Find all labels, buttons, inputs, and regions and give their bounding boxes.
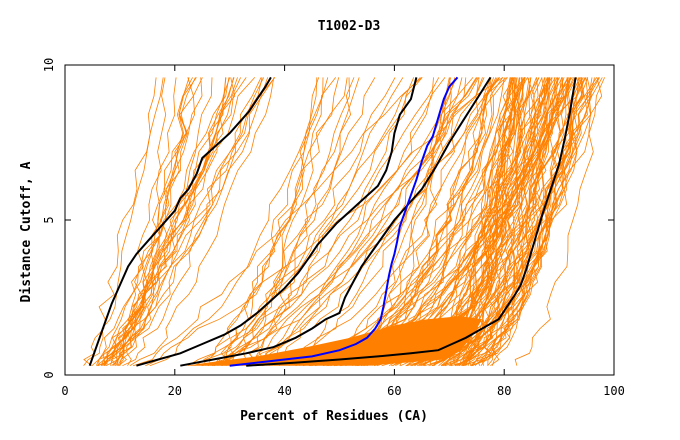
model-curve	[112, 77, 190, 366]
model-curve	[464, 77, 589, 366]
model-curve	[221, 77, 376, 366]
reference-curves	[88, 76, 577, 367]
x-tick-label: 100	[603, 384, 625, 398]
model-curve	[201, 77, 501, 367]
model-curve	[251, 77, 480, 367]
chart-title: T1002-D3	[318, 19, 381, 34]
model-curve	[103, 77, 193, 366]
model-curve	[460, 77, 563, 367]
model-curve	[514, 77, 603, 366]
reference-curve	[246, 77, 577, 367]
y-tick-label: 0	[42, 371, 56, 378]
model-curve	[462, 77, 592, 367]
model-curve	[91, 77, 230, 366]
model-curve	[83, 77, 157, 367]
model-curve	[188, 77, 474, 367]
model-curve	[96, 77, 247, 366]
reference-curve	[180, 76, 492, 367]
x-axis-label: Percent of Residues (CA)	[240, 409, 428, 424]
model-curve	[126, 77, 213, 366]
model-curve	[145, 77, 504, 367]
axis-ticks: 0 20 40 60 80 100 0 5 10	[42, 58, 625, 398]
model-curve	[241, 77, 320, 366]
reference-curve	[136, 77, 418, 367]
model-curve	[278, 77, 463, 367]
model-curve	[208, 77, 348, 366]
model-curve	[448, 77, 605, 367]
model-curve	[119, 77, 269, 366]
model-curve	[111, 77, 167, 366]
y-tick-label: 10	[42, 58, 56, 72]
model-curve	[203, 77, 340, 366]
model-curve	[221, 77, 360, 367]
model-curve	[263, 77, 446, 366]
model-curve	[117, 77, 226, 366]
model-curve	[454, 77, 569, 367]
model-curve	[132, 77, 422, 367]
model-curve	[105, 77, 231, 367]
model-curve	[212, 77, 415, 366]
model-curve	[444, 77, 584, 367]
model-curve	[262, 77, 492, 367]
model-curve	[114, 77, 197, 366]
model-curve	[249, 77, 434, 366]
model-curve	[194, 77, 396, 367]
x-tick-label: 40	[277, 384, 291, 398]
y-tick-label: 5	[42, 216, 56, 223]
reference-curve	[88, 76, 272, 367]
model-curves	[83, 77, 605, 367]
model-curve	[96, 77, 241, 366]
x-tick-label: 20	[168, 384, 182, 398]
model-curve	[122, 77, 263, 367]
x-tick-label: 80	[497, 384, 511, 398]
model-curve	[149, 77, 329, 367]
model-curve	[249, 77, 423, 366]
model-curve	[100, 77, 235, 366]
x-tick-label: 0	[61, 384, 68, 398]
model-curve	[110, 77, 265, 366]
model-curve	[129, 77, 275, 367]
model-curve	[103, 77, 196, 366]
model-curve	[116, 77, 203, 366]
model-curve	[221, 77, 440, 366]
model-curve	[471, 77, 558, 366]
model-curve	[207, 77, 421, 367]
model-curve	[279, 77, 456, 366]
model-curve	[461, 77, 533, 366]
model-curve	[471, 77, 583, 367]
highlighted-curve	[229, 76, 459, 367]
x-tick-label: 60	[387, 384, 401, 398]
model-curve	[487, 77, 539, 366]
y-axis-label: Distance Cutoff, A	[19, 161, 34, 302]
highlight-curve	[229, 76, 459, 367]
